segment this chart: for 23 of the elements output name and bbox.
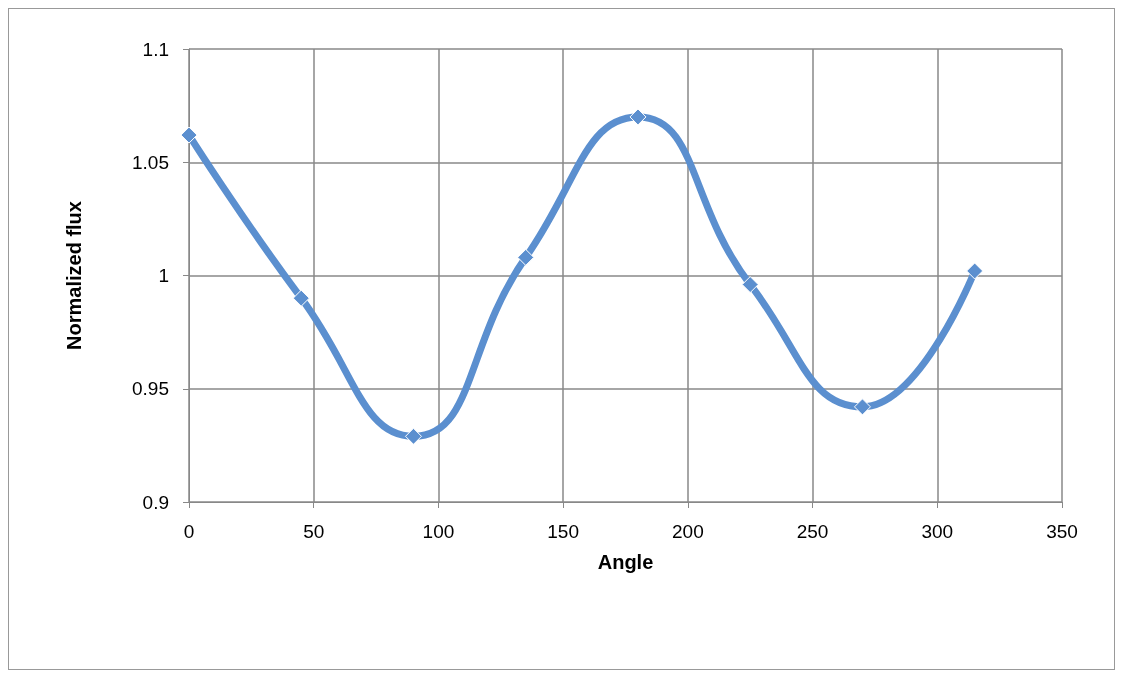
y-tick-label: 0.9 <box>142 491 169 513</box>
point <box>292 289 310 307</box>
y-tick-label: 1 <box>158 265 169 286</box>
point <box>517 248 535 266</box>
point <box>180 126 198 144</box>
point <box>741 276 759 294</box>
x-tick-label: 250 <box>796 521 829 542</box>
point <box>404 427 422 445</box>
point <box>966 262 984 280</box>
x-tick-label: 0 <box>183 521 195 542</box>
x-tick-label: 200 <box>672 521 704 542</box>
x-tick-label: 150 <box>547 521 579 542</box>
point <box>629 108 647 126</box>
point <box>853 398 871 416</box>
x-tick-label: 300 <box>921 521 954 542</box>
x-tick-label: 350 <box>1046 521 1078 542</box>
x-axis-title: Angle <box>597 551 654 573</box>
x-tick-label: 100 <box>422 521 455 542</box>
y-tick-label: 1.05 <box>132 151 169 173</box>
x-tick-label: 50 <box>303 521 325 542</box>
y-tick-label: 1.1 <box>142 38 169 60</box>
y-tick-label: 0.95 <box>132 378 169 400</box>
y-axis-title: Normalized flux <box>63 201 85 350</box>
